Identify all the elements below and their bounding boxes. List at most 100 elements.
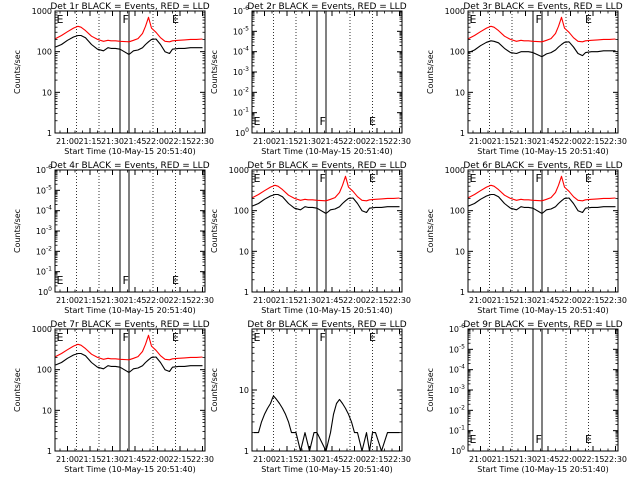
plot-frame xyxy=(251,328,403,452)
panel-title: Det 1r BLACK = Events, RED = LLD xyxy=(50,2,209,12)
plot-frame xyxy=(54,328,206,452)
y-tick-label: 100 xyxy=(450,207,465,216)
event-marker-e: E xyxy=(470,433,477,446)
lld-series-line xyxy=(252,175,400,202)
y-tick-label: 100 xyxy=(37,48,52,57)
x-axis-title: Start Time (10-May-15 20:51:40) xyxy=(261,465,392,474)
x-axis-title: Start Time (10-May-15 20:51:40) xyxy=(64,147,195,156)
y-axis-title: Counts/sec xyxy=(210,368,219,412)
x-tick-label: 22:30 xyxy=(604,137,627,146)
x-axis-title: Start Time (10-May-15 20:51:40) xyxy=(477,147,608,156)
y-axis-title: Counts/sec xyxy=(13,209,22,253)
panel-det-4: Det 4r BLACK = Events, RED = LLD 100 10-1 1… xyxy=(13,161,214,315)
x-tick-label: 22:30 xyxy=(388,137,411,146)
y-tick-label: 1000 xyxy=(445,7,465,16)
x-tick-label: 22:00 xyxy=(146,137,169,146)
x-tick-label: 21:00 xyxy=(253,137,276,146)
events-series-line xyxy=(55,352,203,374)
x-tick-label: 21:30 xyxy=(514,137,537,146)
y-axis-title: Counts/sec xyxy=(210,209,219,253)
y-tick-label: 10-5 xyxy=(233,25,249,36)
x-tick-label: 22:15 xyxy=(581,137,604,146)
panel-det-6: Det 6r BLACK = Events, RED = LLD 1 10 100 10… xyxy=(426,161,627,315)
x-tick-label: 21:30 xyxy=(298,455,321,464)
x-tick-label: 21:30 xyxy=(298,137,321,146)
panel-det-1: Det 1r BLACK = Events, RED = LLD 1 10 100 10… xyxy=(13,2,214,156)
event-marker-e: E xyxy=(369,172,376,185)
event-marker-f: F xyxy=(123,331,129,344)
x-tick-label: 21:45 xyxy=(320,137,343,146)
x-tick-label: 21:30 xyxy=(298,296,321,305)
y-tick-label: 100 xyxy=(450,48,465,57)
x-tick-label: 21:45 xyxy=(320,455,343,464)
panel-title: Det 2r BLACK = Events, RED = LLD xyxy=(247,2,406,12)
x-tick-label: 21:15 xyxy=(78,455,101,464)
x-tick-label: 22:15 xyxy=(581,296,604,305)
plot-frame xyxy=(251,10,403,134)
x-tick-label: 22:00 xyxy=(146,455,169,464)
event-marker-f: F xyxy=(320,172,326,185)
x-tick-label: 21:15 xyxy=(491,296,514,305)
y-axis-title: Counts/sec xyxy=(13,368,22,412)
x-tick-label: 21:45 xyxy=(320,296,343,305)
x-tick-label: 22:30 xyxy=(604,296,627,305)
y-tick-label: 10-6 xyxy=(449,323,465,334)
y-tick-label: 10 xyxy=(455,88,465,97)
lld-series-line xyxy=(468,175,616,202)
event-marker-e: E xyxy=(57,274,64,287)
y-tick-label: 100 xyxy=(37,366,52,375)
x-tick-label: 21:30 xyxy=(514,296,537,305)
panel-title: Det 5r BLACK = Events, RED = LLD xyxy=(247,161,406,171)
plot-frame xyxy=(251,169,403,293)
event-marker-f: F xyxy=(536,13,542,26)
x-tick-label: 22:30 xyxy=(388,455,411,464)
x-tick-label: 21:15 xyxy=(491,137,514,146)
y-tick-label: 1 xyxy=(460,129,465,138)
x-tick-label: 21:00 xyxy=(56,455,79,464)
lld-series-line xyxy=(468,16,616,43)
x-tick-label: 22:00 xyxy=(559,296,582,305)
x-tick-label: 21:45 xyxy=(123,137,146,146)
event-marker-e: E xyxy=(172,13,179,26)
y-tick-label: 10-3 xyxy=(233,66,249,77)
panel-det-7: Det 7r BLACK = Events, RED = LLD 1 10 100 10… xyxy=(13,320,214,474)
x-tick-label: 22:15 xyxy=(168,137,191,146)
panel-det-9: Det 9r BLACK = Events, RED = LLD 100 10-1 1… xyxy=(426,320,627,474)
x-tick-label: 22:00 xyxy=(146,296,169,305)
x-tick-label: 22:30 xyxy=(604,455,627,464)
event-marker-e: E xyxy=(470,172,477,185)
x-tick-label: 21:00 xyxy=(469,296,492,305)
x-tick-label: 21:15 xyxy=(275,137,298,146)
event-marker-e: E xyxy=(470,13,477,26)
y-axis-title: Counts/sec xyxy=(210,50,219,94)
x-axis-title: Start Time (10-May-15 20:51:40) xyxy=(477,465,608,474)
event-marker-e: E xyxy=(585,13,592,26)
event-marker-e: E xyxy=(254,115,261,128)
x-tick-label: 21:15 xyxy=(275,296,298,305)
y-tick-label: 10-3 xyxy=(449,384,465,395)
x-tick-label: 22:00 xyxy=(343,296,366,305)
x-tick-label: 22:15 xyxy=(365,455,388,464)
x-tick-label: 21:45 xyxy=(536,296,559,305)
event-marker-e: E xyxy=(172,331,179,344)
event-marker-f: F xyxy=(123,274,129,287)
y-tick-label: 10 xyxy=(42,88,52,97)
event-marker-e: E xyxy=(254,331,261,344)
y-axis-title: Counts/sec xyxy=(426,368,435,412)
panel-title: Det 6r BLACK = Events, RED = LLD xyxy=(463,161,622,171)
y-tick-label: 10 xyxy=(239,247,249,256)
x-tick-label: 22:15 xyxy=(365,137,388,146)
panel-det-2: Det 2r BLACK = Events, RED = LLD 100 10-1 1… xyxy=(210,2,411,156)
plot-frame xyxy=(467,10,619,134)
y-axis-title: Counts/sec xyxy=(13,50,22,94)
events-series-line xyxy=(254,395,400,452)
y-tick-label: 1 xyxy=(244,447,249,456)
x-tick-label: 22:15 xyxy=(168,455,191,464)
plot-frame xyxy=(467,169,619,293)
x-tick-label: 22:00 xyxy=(343,137,366,146)
x-tick-label: 21:00 xyxy=(56,137,79,146)
x-axis-title: Start Time (10-May-15 20:51:40) xyxy=(261,147,392,156)
y-tick-label: 10-1 xyxy=(449,425,465,436)
x-tick-label: 21:45 xyxy=(536,455,559,464)
